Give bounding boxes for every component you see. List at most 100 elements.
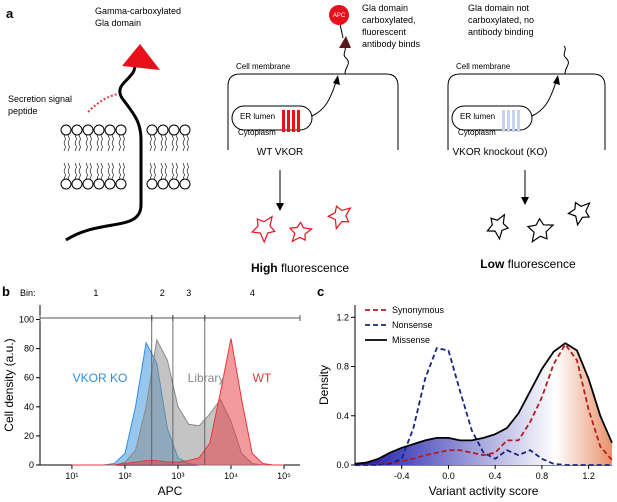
- cell-membrane: [447, 73, 606, 150]
- y-tick-label: 0.0: [336, 460, 349, 470]
- ko-result: Low fluorescence: [480, 257, 576, 271]
- lipid-tail: [118, 162, 121, 180]
- lipid-tail: [78, 134, 81, 152]
- density-line: [355, 347, 612, 466]
- gla-domain: [122, 44, 160, 70]
- x-tick-label: 10⁵: [277, 471, 291, 481]
- density-line: [355, 342, 613, 466]
- lipid-tail: [153, 162, 156, 180]
- x-tick-label: 10¹: [65, 471, 78, 481]
- lipid-tail: [175, 134, 178, 152]
- lipid-tail: [96, 162, 99, 180]
- lipid-tail: [63, 162, 66, 180]
- lipid-tail: [149, 134, 152, 152]
- lipid-tail: [175, 162, 178, 180]
- lipid-bilayer: [60, 124, 191, 190]
- arrow-head: [521, 197, 529, 205]
- cell-shape: [486, 213, 510, 241]
- x-axis-label: Variant activity score: [429, 484, 539, 498]
- density-area: [71, 339, 285, 465]
- lipid-head: [60, 124, 72, 136]
- panel-a: a Gamma-carboxylated Gla domain Secretio…: [6, 3, 606, 275]
- lipid-tail: [182, 162, 185, 180]
- legend-label: Missense: [392, 335, 430, 345]
- lipid-tail: [186, 134, 189, 152]
- chart: b 10¹ 10² 10³ 10⁴ 10⁵ 0 20 40 60 80 100 APC Cell dens…: [2, 284, 301, 498]
- y-tick-label: 100: [19, 315, 34, 325]
- y-tick-label: 1.2: [336, 312, 349, 322]
- lipid-head: [60, 178, 72, 190]
- lipid-head: [179, 124, 191, 136]
- ko-note: Gla domain not: [468, 3, 530, 13]
- panel-letter: b: [2, 284, 10, 299]
- wt-note: antibody binds: [362, 39, 421, 49]
- y-tick-label: 0.4: [336, 411, 349, 421]
- gate-label: 1: [93, 288, 98, 298]
- result-bold: Low: [480, 257, 505, 271]
- lipid-head: [157, 178, 169, 190]
- x-tick-label: -0.4: [394, 471, 410, 481]
- er-membrane: [451, 105, 533, 131]
- fluorescent-cells: [250, 205, 352, 244]
- lipid-tail: [149, 162, 152, 180]
- ko-name: VKOR knockout (KO): [452, 147, 547, 158]
- lipid-tail: [100, 134, 103, 152]
- antibody: [329, 5, 349, 25]
- x-tick-label: 0.0: [442, 471, 455, 481]
- lipid-head: [71, 124, 83, 136]
- series-label: Library: [188, 371, 225, 385]
- lipid-head: [82, 124, 94, 136]
- panel-letter: a: [6, 6, 14, 21]
- lipid-tail: [182, 134, 185, 152]
- wt-note: fluorescent: [362, 27, 407, 37]
- ko-note: carboxylated, no: [468, 15, 534, 25]
- lipid-tail: [118, 134, 121, 152]
- lipid-tail: [96, 134, 99, 152]
- ko-note: antibody binding: [468, 27, 534, 37]
- x-tick-label: 0.4: [489, 471, 502, 481]
- lipid-tail: [63, 134, 66, 152]
- lipid-head: [115, 178, 127, 190]
- lipid-head: [71, 178, 83, 190]
- wt-note: Gla domain: [362, 3, 408, 13]
- cell-shape: [526, 217, 555, 244]
- y-tick-label: 80: [24, 344, 34, 354]
- gate-label: 3: [186, 288, 191, 298]
- x-tick-label: 10⁴: [224, 471, 238, 481]
- x-tick-label: 1.2: [582, 471, 595, 481]
- legend-label: Nonsense: [392, 320, 433, 330]
- y-axis-label: Density: [317, 365, 331, 405]
- y-tick-label: 60: [24, 373, 34, 383]
- wt-result: High fluorescence: [251, 261, 349, 275]
- y-tick-label: 0: [29, 460, 34, 470]
- chart: c -0.4 0.0 0.4 0.8 1.2 0.0 0.4 0.8 1.2 Variant act…: [317, 284, 613, 498]
- lipid-head: [168, 178, 180, 190]
- cytoplasm-label: Cytoplasm: [238, 128, 276, 137]
- lipid-tail: [111, 134, 114, 152]
- x-tick-label: 0.8: [536, 471, 549, 481]
- lipid-tail: [153, 134, 156, 152]
- lipid-tail: [85, 162, 88, 180]
- density-area: [71, 338, 285, 465]
- result-text: fluorescence: [508, 257, 576, 271]
- series-label: VKOR KO: [73, 371, 128, 385]
- wt-note: carboxylated,: [362, 15, 416, 25]
- lipid-tail: [160, 134, 163, 152]
- lipid-tail: [171, 134, 174, 152]
- y-tick-label: 0.8: [336, 362, 349, 372]
- cell-shape: [567, 201, 591, 227]
- lipid-tail: [74, 134, 77, 152]
- er-label: ER lumen: [240, 112, 275, 121]
- lipid-tail: [89, 162, 92, 180]
- result-bold: High: [251, 261, 278, 275]
- x-tick-label: 10³: [171, 471, 184, 481]
- lipid-head: [146, 178, 158, 190]
- wt-name: WT VKOR: [257, 147, 303, 158]
- membrane-label: Cell membrane: [456, 62, 511, 71]
- lipid-head: [168, 124, 180, 136]
- lipid-tail: [100, 162, 103, 180]
- cytoplasm-label: Cytoplasm: [458, 128, 496, 137]
- signal-label: Secretion signal: [8, 94, 72, 104]
- lipid-head: [82, 178, 94, 190]
- antibody-label: APC: [333, 13, 346, 19]
